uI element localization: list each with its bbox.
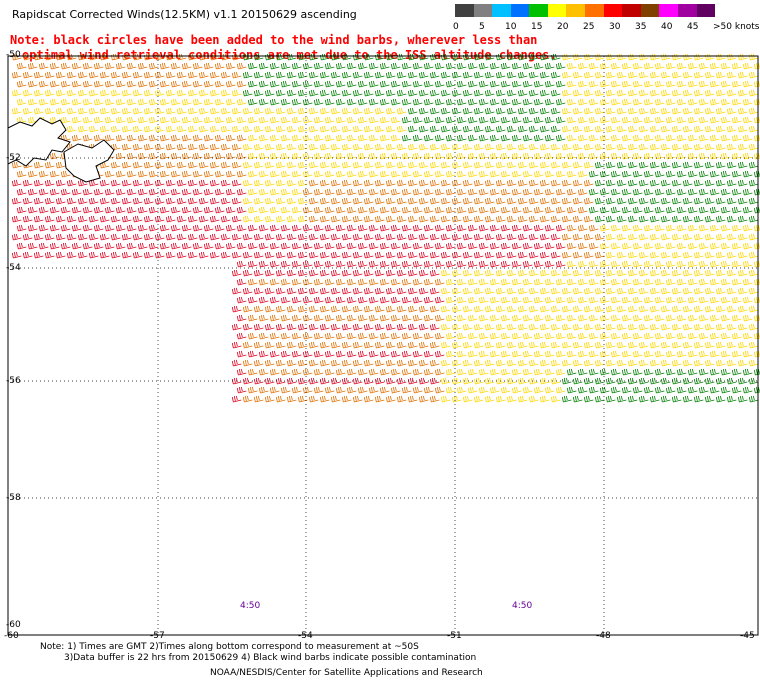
page-title: Rapidscat Corrected Winds(12.5KM) v1.1 2… (12, 8, 357, 21)
legend-label: 45 (687, 22, 699, 32)
legend-label: 25 (583, 22, 595, 32)
lon-label-60: -60 (4, 631, 19, 641)
footer-note-2: 3)Data buffer is 22 hrs from 20150629 4)… (64, 653, 477, 663)
footer-note-1: Note: 1) Times are GMT 2)Times along bot… (40, 642, 419, 652)
legend-swatch (659, 4, 678, 17)
legend-color-bar (455, 4, 716, 17)
legend-swatch (696, 4, 716, 17)
lon-label-57: -57 (150, 631, 165, 641)
lat-label-50: -50 (6, 50, 21, 60)
legend-label: 10 (505, 22, 517, 32)
legend-swatch (547, 4, 567, 17)
time-label-left: 4:50 (240, 601, 261, 611)
legend-swatch (566, 4, 586, 17)
wind-speed-legend: 0 5 10 15 20 25 30 35 40 45 >50 knots (453, 4, 760, 34)
no-data-area-bottom-left (8, 420, 232, 635)
lat-label-60: -60 (6, 620, 21, 630)
no-data-area-bottom (232, 410, 758, 635)
legend-label: 0 (453, 22, 459, 32)
lon-label-54: -54 (298, 631, 313, 641)
legend-swatch (585, 4, 604, 17)
lon-label-45: -45 (740, 631, 755, 641)
legend-label: 5 (479, 22, 485, 32)
legend-swatch (510, 4, 530, 17)
lat-lon-grid (8, 56, 758, 635)
falkland-islands-landmass (7, 117, 115, 183)
legend-swatch (529, 4, 548, 17)
legend-label: 20 (557, 22, 569, 32)
legend-label: 40 (661, 22, 673, 32)
legend-label: 15 (531, 22, 543, 32)
legend-swatch (492, 4, 511, 17)
legend-swatch (677, 4, 697, 17)
island-east (63, 139, 115, 183)
island-west (7, 117, 71, 167)
legend-swatch (473, 4, 493, 17)
legend-label: 30 (609, 22, 621, 32)
lat-label-56: -56 (6, 376, 21, 386)
legend-swatch (640, 4, 660, 17)
lon-label-51: -51 (447, 631, 462, 641)
lat-label-52: -52 (6, 153, 21, 163)
legend-swatch (603, 4, 623, 17)
footer-credit: NOAA/NESDIS/Center for Satellite Applica… (210, 668, 483, 678)
legend-label: 35 (635, 22, 647, 32)
legend-label: >50 knots (713, 22, 760, 32)
notice-line-1: Note: black circles have been added to t… (10, 33, 538, 47)
lon-label-48: -48 (596, 631, 611, 641)
legend-swatch (455, 4, 474, 17)
lat-label-58: -58 (6, 493, 21, 503)
lat-label-54: -54 (6, 263, 21, 273)
map-frame (7, 55, 759, 636)
no-data-area-left (8, 265, 232, 420)
time-label-right: 4:50 (512, 601, 533, 611)
legend-swatch (622, 4, 641, 17)
